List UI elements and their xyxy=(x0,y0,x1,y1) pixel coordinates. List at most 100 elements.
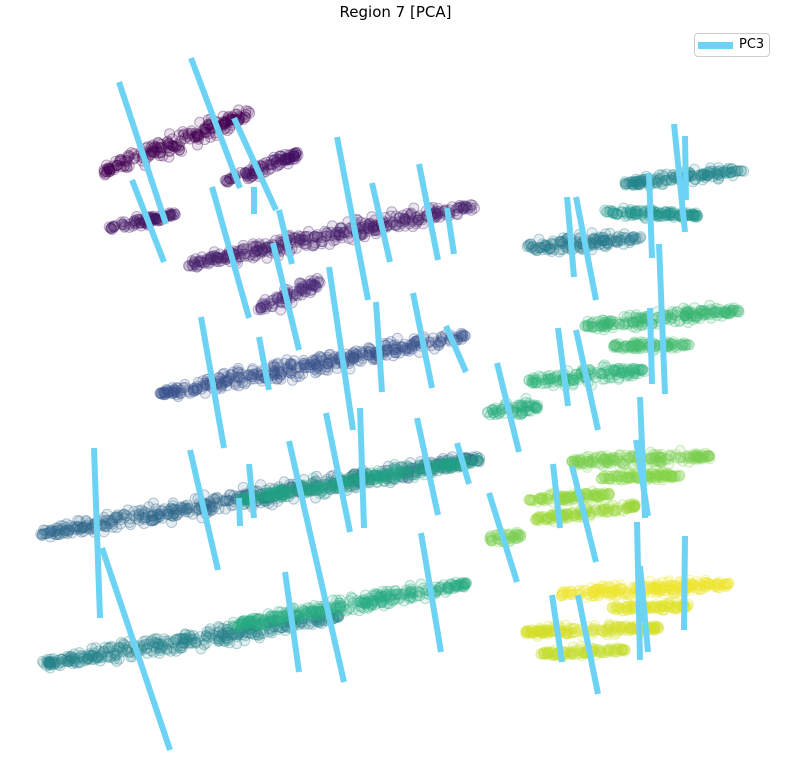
scatter-point xyxy=(270,156,282,168)
scatter-point xyxy=(166,139,178,151)
scatter-point xyxy=(129,219,141,230)
scatter-point xyxy=(599,204,611,216)
scatter-point xyxy=(178,128,190,140)
scatter-point xyxy=(412,214,424,226)
scatter-point xyxy=(657,178,669,190)
scatter-point xyxy=(469,202,480,214)
scatter-point xyxy=(633,315,645,327)
chart-title: Region 7 [PCA] xyxy=(339,3,452,21)
scatter-point xyxy=(241,168,253,180)
scatter-point xyxy=(242,105,254,117)
scatter-point xyxy=(194,129,206,141)
scatter-point xyxy=(154,147,166,159)
scatter-point xyxy=(618,621,630,633)
scatter-point xyxy=(625,450,637,462)
scatter-point xyxy=(295,233,307,245)
scatter-point xyxy=(601,470,613,482)
scatter-point xyxy=(150,213,162,225)
scatter-point xyxy=(302,602,314,614)
scatter-point xyxy=(154,150,166,162)
scatter-point xyxy=(167,140,179,152)
scatter-point xyxy=(149,140,161,152)
scatter-point xyxy=(107,514,119,526)
scatter-point xyxy=(401,460,413,472)
scatter-point xyxy=(179,381,191,393)
scatter-point xyxy=(204,254,216,266)
scatter-point xyxy=(319,230,331,242)
scatter-point xyxy=(600,454,612,466)
scatter-point xyxy=(385,336,397,347)
scatter-point xyxy=(173,144,185,156)
scatter-point xyxy=(284,154,296,166)
scatter-point xyxy=(176,145,187,157)
scatter-point xyxy=(123,150,135,162)
scatter-point xyxy=(239,167,251,179)
scatter-point xyxy=(433,205,445,217)
scatter-point xyxy=(116,218,128,230)
scatter-point xyxy=(156,142,168,154)
scatter-point xyxy=(484,409,496,421)
scatter-point xyxy=(265,610,277,622)
scatter-point xyxy=(233,104,245,116)
scatter-point xyxy=(457,329,469,341)
scatter-point xyxy=(256,245,268,257)
scatter-point xyxy=(402,207,413,219)
scatter-point xyxy=(390,219,402,231)
scatter-point xyxy=(162,139,174,151)
scatter-point xyxy=(244,107,256,119)
scatter-point xyxy=(123,221,135,233)
scatter-point xyxy=(152,144,163,156)
scatter-point xyxy=(271,160,283,172)
scatter-point xyxy=(334,597,346,609)
scatter-point xyxy=(246,171,258,182)
scatter-point xyxy=(326,356,338,368)
scatter-point xyxy=(189,385,201,397)
scatter-point xyxy=(101,159,112,171)
scatter-point xyxy=(271,153,283,165)
scatter-point xyxy=(186,255,198,267)
scatter-point xyxy=(266,300,278,312)
scatter-point xyxy=(118,155,130,167)
scatter-point xyxy=(164,145,176,157)
scatter-point xyxy=(626,600,638,612)
scatter-point xyxy=(359,223,370,235)
scatter-point xyxy=(108,164,120,176)
scatter-point xyxy=(298,238,310,250)
scatter-point xyxy=(706,305,718,317)
scatter-point xyxy=(240,167,252,179)
scatter-point xyxy=(332,226,344,238)
scatter-point xyxy=(171,139,183,151)
scatter-point xyxy=(184,133,196,145)
scatter-point xyxy=(237,113,249,125)
scatter-point xyxy=(186,259,198,271)
scatter-point xyxy=(241,168,253,180)
scatter-point xyxy=(522,405,534,417)
scatter-point xyxy=(105,222,117,234)
point-cluster xyxy=(182,199,480,273)
scatter-point xyxy=(280,155,292,167)
scatter-point xyxy=(278,154,290,166)
scatter-point xyxy=(537,625,549,637)
scatter-point xyxy=(648,624,660,636)
scatter-point xyxy=(671,306,683,318)
scatter-point xyxy=(199,126,211,138)
scatter-point xyxy=(193,133,205,145)
scatter-point xyxy=(105,222,117,234)
scatter-point xyxy=(186,125,197,137)
scatter-point xyxy=(283,149,295,161)
scatter-point xyxy=(558,492,570,504)
scatter-point xyxy=(98,164,110,176)
scatter-point xyxy=(200,123,212,135)
scatter-point xyxy=(121,162,133,174)
scatter-point xyxy=(280,152,292,164)
scatter-point xyxy=(266,154,277,166)
scatter-point xyxy=(542,375,554,387)
scatter-point xyxy=(115,216,127,228)
scatter-point xyxy=(249,246,261,258)
scatter-point xyxy=(586,318,598,330)
scatter-point xyxy=(263,164,275,176)
scatter-point xyxy=(290,148,302,160)
scatter-point xyxy=(251,369,263,381)
scatter-point xyxy=(177,637,189,648)
scatter-point xyxy=(239,111,251,123)
